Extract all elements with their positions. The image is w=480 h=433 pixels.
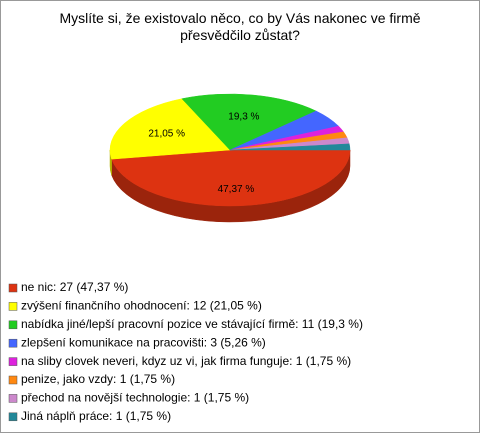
legend-swatch — [8, 394, 18, 403]
legend-swatch — [8, 357, 18, 366]
legend-label: na sliby clovek neveri, kdyz uz vi, jak … — [21, 354, 351, 368]
legend-swatch — [8, 412, 18, 422]
value-label: 19,3 % — [228, 112, 259, 123]
legend-label: nabídka jiné/lepší pracovní pozice ve st… — [21, 317, 363, 331]
legend-label: penize, jako vzdy: 1 (1,75 %) — [21, 372, 175, 386]
value-label: 21,05 % — [148, 129, 185, 140]
legend-swatch — [8, 338, 18, 348]
legend-swatch — [8, 375, 18, 385]
legend-label: zvýšení finančního ohodnocení: 12 (21,05… — [21, 299, 262, 313]
title-box: Myslíte si, že existovalo něco, co by Vá… — [59, 10, 421, 43]
legend-label: zlepšení komunikace na pracovišti: 3 (5,… — [21, 335, 266, 349]
legend-swatch — [8, 320, 18, 330]
slice — [229, 143, 351, 151]
legend-swatch — [8, 302, 18, 311]
legend-label: přechod na novější technologie: 1 (1,75 … — [21, 391, 249, 405]
legend-label: Jiná náplň práce: 1 (1,75 %) — [21, 409, 171, 423]
slice — [181, 93, 317, 151]
legend-swatch — [8, 283, 18, 293]
value-label: 47,37 % — [218, 184, 255, 195]
chart-title: Myslíte si, že existovalo něco, co by Vá… — [59, 10, 421, 43]
legend-label: ne nic: 27 (47,37 %) — [21, 280, 128, 294]
slice — [111, 149, 351, 207]
slice — [109, 98, 231, 160]
